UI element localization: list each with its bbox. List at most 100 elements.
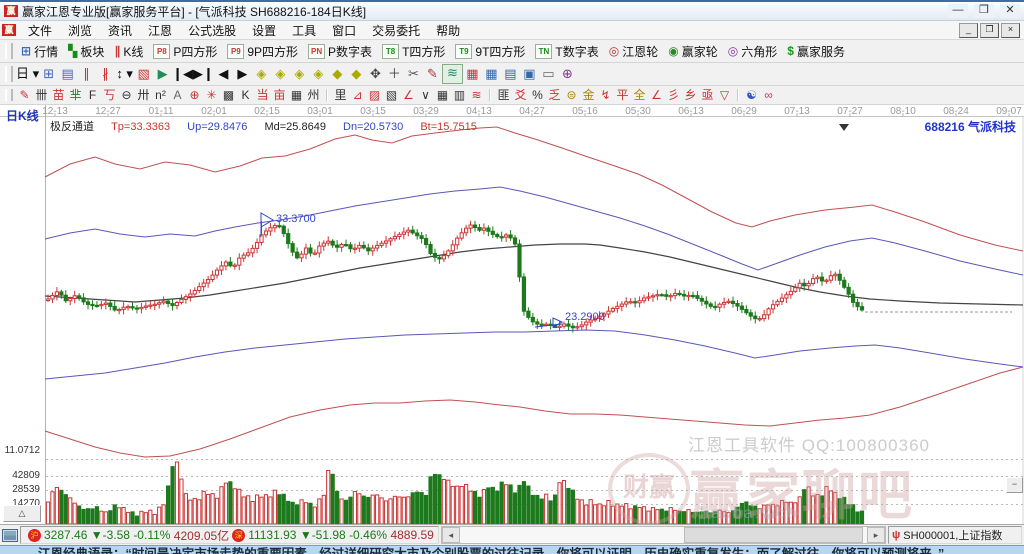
diamond-left-icon[interactable]: ◈	[256, 66, 267, 81]
gann-grid-icon[interactable]: 苗	[52, 87, 65, 102]
scroll-track[interactable]	[460, 527, 867, 543]
kline-style2-icon[interactable]: ∦	[102, 66, 109, 81]
xbar-icon[interactable]: 乏	[548, 87, 561, 102]
p-number-button[interactable]: PN P数字表	[303, 42, 377, 61]
line-tool-icon[interactable]: ≋	[441, 64, 463, 84]
menu-formula-stockpick[interactable]: 公式选股	[188, 23, 237, 38]
percent-icon[interactable]: %	[532, 87, 543, 102]
quote-board-icon[interactable]	[2, 528, 18, 542]
bars-tool-icon[interactable]: 卅	[137, 87, 150, 102]
stock-code-name[interactable]: 688216 气派科技	[924, 120, 1016, 134]
price-box-icon[interactable]: 匪	[497, 87, 510, 102]
percent-retrace-icon[interactable]: 爻	[514, 87, 527, 102]
indicator-name[interactable]: 极反通道	[50, 121, 94, 133]
dense-grid-icon[interactable]: ▥	[453, 87, 466, 102]
infinity-icon[interactable]: ∞	[764, 87, 773, 102]
trend-angle-icon[interactable]: ∠	[403, 87, 414, 102]
winner-wheel-button[interactable]: ◉ 赢家轮	[663, 42, 723, 61]
last-bar-icon[interactable]: ▶❙	[193, 66, 214, 81]
winner-service-button[interactable]: $ 赢家服务	[782, 42, 850, 61]
print-icon[interactable]: ▭	[542, 66, 555, 81]
scissors-icon[interactable]: ✂	[407, 66, 419, 81]
p-square-button[interactable]: P8 P四方形	[148, 42, 222, 61]
hexagon-button[interactable]: ◎ 六角形	[723, 42, 783, 61]
chart-horizontal-scrollbar[interactable]: ◂ ▸	[440, 526, 886, 544]
period-day-dropdown-icon[interactable]: 日 ▾	[16, 66, 40, 81]
window-grid-icon[interactable]: ▦	[290, 87, 303, 102]
report-icon[interactable]: ▤	[61, 66, 74, 81]
scroll-thumb[interactable]	[683, 527, 863, 543]
order-cart-icon[interactable]: ⊕	[561, 66, 573, 81]
gann-grid2-icon[interactable]: 芈	[69, 87, 82, 102]
target-icon[interactable]: ⊕	[189, 87, 200, 102]
sector-button[interactable]: ▚ 板块	[63, 42, 109, 61]
prev-bar-icon[interactable]: ◀	[218, 66, 229, 81]
shade-icon[interactable]: ▧	[385, 87, 398, 102]
t-square-button[interactable]: T8 T四方形	[377, 42, 450, 61]
close-button[interactable]: ✕	[1000, 4, 1020, 18]
hand-icon[interactable]: ✥	[369, 66, 381, 81]
fork-icon[interactable]: K	[241, 87, 250, 102]
crosshair-icon[interactable]: ＋	[387, 66, 401, 81]
mdi-restore-button[interactable]: ❐	[980, 22, 999, 38]
grid-lines-icon[interactable]: 卌	[35, 87, 48, 102]
restore-button[interactable]: ❐	[974, 4, 994, 18]
save-icon[interactable]: ▣	[523, 66, 536, 81]
pivot-icon[interactable]: 当	[256, 87, 269, 102]
updown-dropdown-icon[interactable]: ↕ ▾	[116, 66, 133, 81]
lightning-icon[interactable]: ↯	[600, 87, 611, 102]
diamond-out-icon[interactable]: ◆	[351, 66, 362, 81]
menu-browse[interactable]: 浏览	[68, 23, 93, 38]
taiji-icon[interactable]: ☯	[746, 87, 757, 102]
square-grid-icon[interactable]: ▦	[436, 87, 449, 102]
menu-trade[interactable]: 交易委托	[372, 23, 421, 38]
kline-button[interactable]: ∥ K线	[109, 42, 148, 61]
menu-window[interactable]: 窗口	[332, 23, 357, 38]
draw-pen-icon[interactable]: ✎	[19, 87, 30, 102]
window-icon[interactable]: ⊞	[43, 66, 55, 81]
diamond-in-icon[interactable]: ◆	[332, 66, 343, 81]
menu-gann[interactable]: 江恩	[148, 23, 173, 38]
menu-file[interactable]: 文件	[28, 23, 53, 38]
scroll-left-arrow[interactable]: ◂	[441, 527, 460, 543]
circle-tool-icon[interactable]: ⊖	[121, 87, 132, 102]
scroll-right-arrow[interactable]: ▸	[867, 527, 885, 543]
channel-icon[interactable]: 州	[307, 87, 320, 102]
kline-chart-canvas[interactable]	[0, 105, 1024, 524]
current-index-panel[interactable]: ψ SH000001,上证指数	[888, 526, 1022, 544]
triangle-tool-icon[interactable]: ▽	[719, 87, 730, 102]
p9-square-button[interactable]: P9 9P四方形	[222, 42, 303, 61]
ruler-icon[interactable]: 亩	[273, 87, 286, 102]
calendar-icon[interactable]: ▦	[466, 66, 479, 81]
diamond-up-icon[interactable]: ◈	[294, 66, 305, 81]
wedge-icon[interactable]: ⊿	[352, 87, 363, 102]
diamond-down-icon[interactable]: ◈	[313, 66, 324, 81]
star-tool-icon[interactable]: ✳	[206, 87, 217, 102]
fan-lines-icon[interactable]: 彡	[667, 87, 680, 102]
expand-pane-button[interactable]: △	[3, 505, 41, 522]
market-button[interactable]: ⊞ 行情	[16, 42, 63, 61]
diamond-right-icon[interactable]: ◈	[275, 66, 286, 81]
shanghai-index-segment[interactable]: 沪 3287.46 ▼-3.58 -0.11% 4209.05亿 深 11131…	[20, 526, 439, 544]
kline-style-icon[interactable]: ∥	[83, 66, 90, 81]
mdi-close-button[interactable]: ×	[1001, 22, 1020, 38]
notes-icon[interactable]: ▤	[504, 66, 517, 81]
gold-section-icon[interactable]: 金	[582, 87, 595, 102]
gann-wheel-button[interactable]: ◎ 江恩轮	[604, 42, 664, 61]
t-number-button[interactable]: TN T数字表	[530, 42, 603, 61]
speed-line-icon[interactable]: 乡	[684, 87, 697, 102]
menu-help[interactable]: 帮助	[436, 23, 461, 38]
arc-tool-icon[interactable]: 丂	[103, 87, 116, 102]
menu-news[interactable]: 资讯	[108, 23, 133, 38]
next-bar-icon[interactable]: ▶	[237, 66, 248, 81]
rect-tool-icon[interactable]: 里	[334, 87, 347, 102]
mark-icon[interactable]: ▧	[137, 66, 150, 81]
full-gold-icon[interactable]: 全	[633, 87, 646, 102]
menu-settings[interactable]: 设置	[252, 23, 277, 38]
collapse-pane-button[interactable]: −	[1006, 477, 1023, 493]
zigzag-icon[interactable]: ∨	[421, 87, 430, 102]
calculator-icon[interactable]: ▦	[485, 66, 498, 81]
mdi-minimize-button[interactable]: _	[959, 22, 978, 38]
angle-a-icon[interactable]: A	[173, 87, 182, 102]
wave-icon[interactable]: ≋	[471, 87, 482, 102]
